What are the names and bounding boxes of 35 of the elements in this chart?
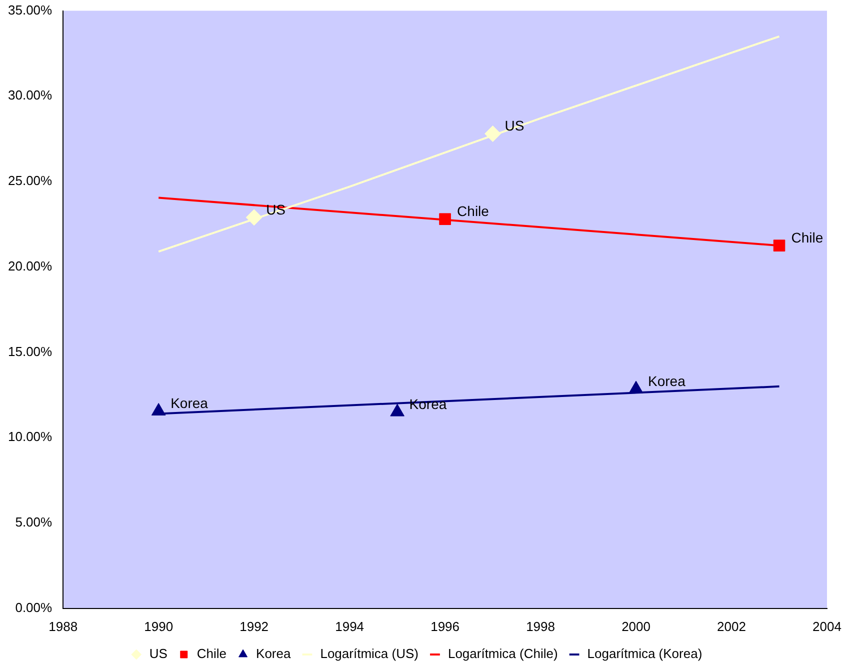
annotation: Korea xyxy=(170,395,208,412)
x-tick-label: 1988 xyxy=(48,618,78,634)
point xyxy=(628,380,644,394)
y-tick-label: 5.00% xyxy=(15,514,53,530)
point xyxy=(439,213,451,226)
point xyxy=(246,209,262,226)
annotation: Korea xyxy=(648,372,686,389)
y-tick-label: 20.00% xyxy=(8,258,53,274)
point xyxy=(773,240,786,252)
annotation: Chile xyxy=(457,202,490,219)
y-tick-label: 15.00% xyxy=(8,344,53,359)
annotation: Chile xyxy=(791,229,824,246)
point xyxy=(484,125,502,142)
legend-label: Korea xyxy=(256,646,292,662)
legend-label: US xyxy=(149,646,168,662)
x-tick-label: 1994 xyxy=(335,618,364,634)
x-tick-label: 2002 xyxy=(717,618,746,634)
annotation: US xyxy=(504,118,524,134)
legend-label: Logarítmica (US) xyxy=(320,646,418,662)
y-tick-label: 10.00% xyxy=(8,429,53,444)
x-tick-label: 1996 xyxy=(430,618,460,634)
legend-label: Logarítmica (Chile) xyxy=(448,646,558,662)
x-tick-label: 2004 xyxy=(812,618,842,634)
x-tick-label: 1998 xyxy=(526,618,555,634)
legend-label: Chile xyxy=(196,646,227,662)
point xyxy=(151,402,166,416)
x-tick-label: 1990 xyxy=(144,618,174,634)
y-tick-label: 25.00% xyxy=(8,173,53,188)
x-tick-label: 2000 xyxy=(622,618,650,634)
legend-label: Logarítmica (Korea) xyxy=(587,646,702,662)
y-tick-label: 0.00% xyxy=(15,600,53,615)
y-tick-label: 35.00% xyxy=(8,2,53,18)
x-tick-label: 1992 xyxy=(240,618,269,634)
point xyxy=(390,404,404,416)
y-tick-label: 30.00% xyxy=(8,88,53,103)
